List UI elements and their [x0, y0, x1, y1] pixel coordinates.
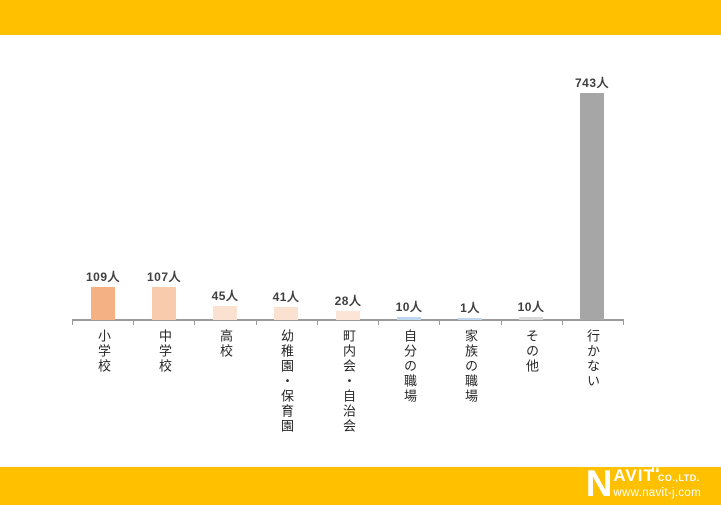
bar-value-label: 10人 — [517, 300, 545, 314]
category-label: 家族の職場 — [463, 329, 478, 404]
category-label: 自分の職場 — [402, 329, 417, 404]
axis-tick — [378, 319, 379, 325]
bottom-banner: N AVIT CO.,LTD. www.navit-j.com — [0, 463, 721, 505]
bar-value-label: 41人 — [272, 290, 300, 304]
axis-tick — [133, 319, 134, 325]
bar-value-label: 109人 — [85, 270, 121, 284]
axis-tick — [317, 319, 318, 325]
category-label: 中学校 — [157, 329, 172, 374]
bar-value-label: 1人 — [460, 301, 480, 315]
top-banner — [0, 0, 721, 35]
bar — [152, 287, 176, 320]
axis-tick — [562, 319, 563, 325]
bar-value-label: 10人 — [395, 300, 423, 314]
bar — [336, 311, 360, 320]
bar-value-label: 28人 — [334, 294, 362, 308]
bar — [458, 318, 482, 320]
axis-tick — [623, 319, 624, 325]
bar-value-label: 45人 — [211, 289, 239, 303]
category-label: 行かない — [585, 329, 600, 389]
category-label: その他 — [524, 329, 539, 374]
axis-tick — [501, 319, 502, 325]
logo-website: www.navit-j.com — [613, 487, 701, 499]
logo-letter-n: N — [585, 463, 613, 505]
axis-tick — [256, 319, 257, 325]
bar — [580, 93, 604, 320]
category-label: 幼稚園・保育園 — [279, 329, 294, 434]
bar-value-label: 107人 — [146, 270, 182, 284]
navit-logo: N AVIT CO.,LTD. www.navit-j.com — [585, 463, 701, 505]
bar — [91, 287, 115, 320]
logo-text-avit: AVIT — [613, 466, 655, 485]
logo-co-ltd: CO.,LTD. — [657, 473, 700, 483]
category-label: 町内会・自治会 — [341, 329, 356, 434]
rabbit-ears-icon — [650, 459, 661, 477]
axis-tick — [194, 319, 195, 325]
bar — [397, 317, 421, 320]
bar — [274, 307, 298, 320]
bar-value-label: 743人 — [574, 76, 610, 90]
bar — [519, 317, 543, 320]
axis-tick — [72, 319, 73, 325]
category-label: 小学校 — [96, 329, 111, 374]
bar — [213, 306, 237, 320]
x-axis-line — [72, 319, 624, 321]
axis-tick — [439, 319, 440, 325]
category-label: 高校 — [218, 329, 233, 359]
